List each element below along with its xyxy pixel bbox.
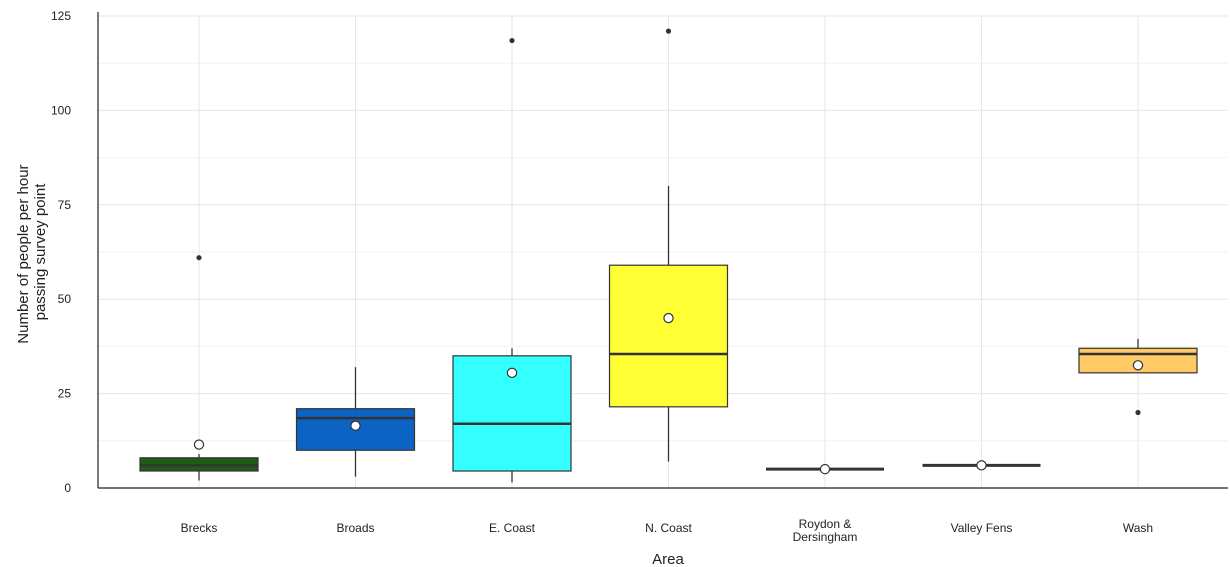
y-tick-label: 50 xyxy=(58,292,72,306)
box-wash xyxy=(1078,338,1198,416)
y-axis-title: Number of people per hour passing survey… xyxy=(15,160,49,343)
y-tick-label: 100 xyxy=(51,103,71,117)
x-tick-label: N. Coast xyxy=(645,521,692,535)
box-broads xyxy=(295,367,416,477)
y-tick-label: 125 xyxy=(51,9,71,23)
plot-area xyxy=(139,28,1198,483)
x-tick-label: E. Coast xyxy=(489,521,536,535)
mean-marker xyxy=(506,367,518,379)
outlier-point xyxy=(1135,409,1141,416)
x-tick-label: Brecks xyxy=(181,521,218,535)
box-roydon-dersingham xyxy=(766,463,884,475)
y-axis-title-line-1: Number of people per hour xyxy=(15,164,32,343)
mean-marker xyxy=(1132,360,1144,371)
x-tick-label: Roydon & Dersingham xyxy=(793,517,858,544)
box-n-coast xyxy=(608,28,729,462)
mean-marker xyxy=(663,312,674,324)
mean-marker xyxy=(193,439,205,450)
y-axis-title-line-2: passing survey point xyxy=(32,183,49,321)
mean-marker xyxy=(976,460,987,471)
box-valley-fens xyxy=(922,460,1041,471)
axes: 0 25 50 75 100 125 Brecks Broads E. Coast N. Coas… xyxy=(51,9,1228,544)
mean-marker xyxy=(350,420,361,431)
outlier-point xyxy=(196,255,202,261)
y-tick-label: 25 xyxy=(58,387,72,401)
outlier-point xyxy=(665,28,672,34)
y-tick-label: 0 xyxy=(64,481,71,495)
x-tick-label: Valley Fens xyxy=(951,521,1013,535)
mean-marker xyxy=(819,463,831,475)
grid-lines xyxy=(98,15,1228,489)
y-tick-label: 75 xyxy=(58,198,72,212)
box-e-coast xyxy=(452,37,572,483)
outlier-point xyxy=(509,37,515,44)
box-brecks xyxy=(139,255,259,481)
x-axis-title: Area xyxy=(652,551,684,567)
box-iqr xyxy=(608,264,729,408)
x-tick-label: Wash xyxy=(1123,521,1153,535)
x-tick-label: Broads xyxy=(336,521,374,535)
